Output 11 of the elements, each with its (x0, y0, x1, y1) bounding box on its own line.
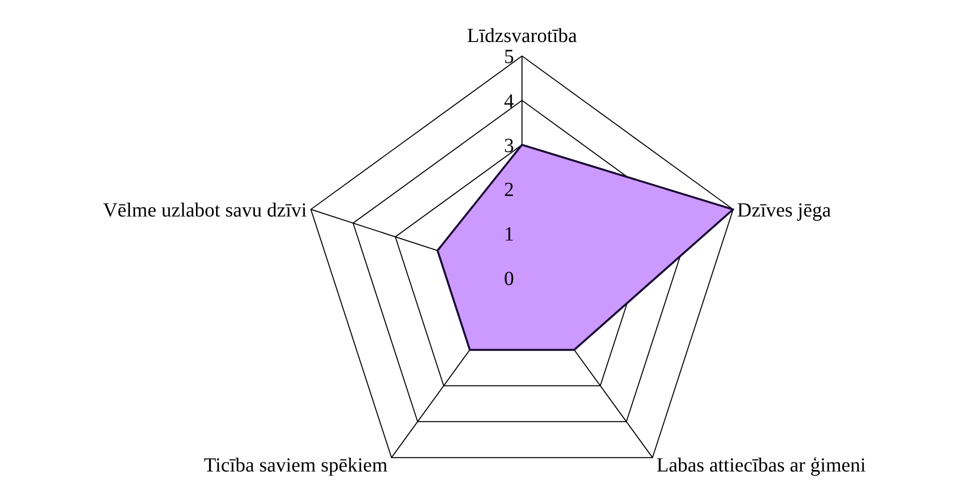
y-tick-label: 0 (504, 268, 514, 290)
spoke-label: Dzīves jēga (737, 199, 832, 222)
spoke-label: Līdzsvarotība (467, 25, 578, 47)
y-tick-label: 4 (504, 90, 514, 112)
spoke-label: Labas attiecības ar ģimeni (656, 454, 866, 477)
spoke-label: Ticība saviem spēkiem (204, 454, 388, 477)
y-tick-label: 2 (504, 179, 514, 202)
y-tick-label: 1 (504, 224, 514, 246)
y-tick-label: 5 (504, 46, 514, 68)
spoke-label: Vēlme uzlabot savu dzīvi (103, 199, 308, 222)
y-tick-label: 3 (504, 134, 514, 157)
